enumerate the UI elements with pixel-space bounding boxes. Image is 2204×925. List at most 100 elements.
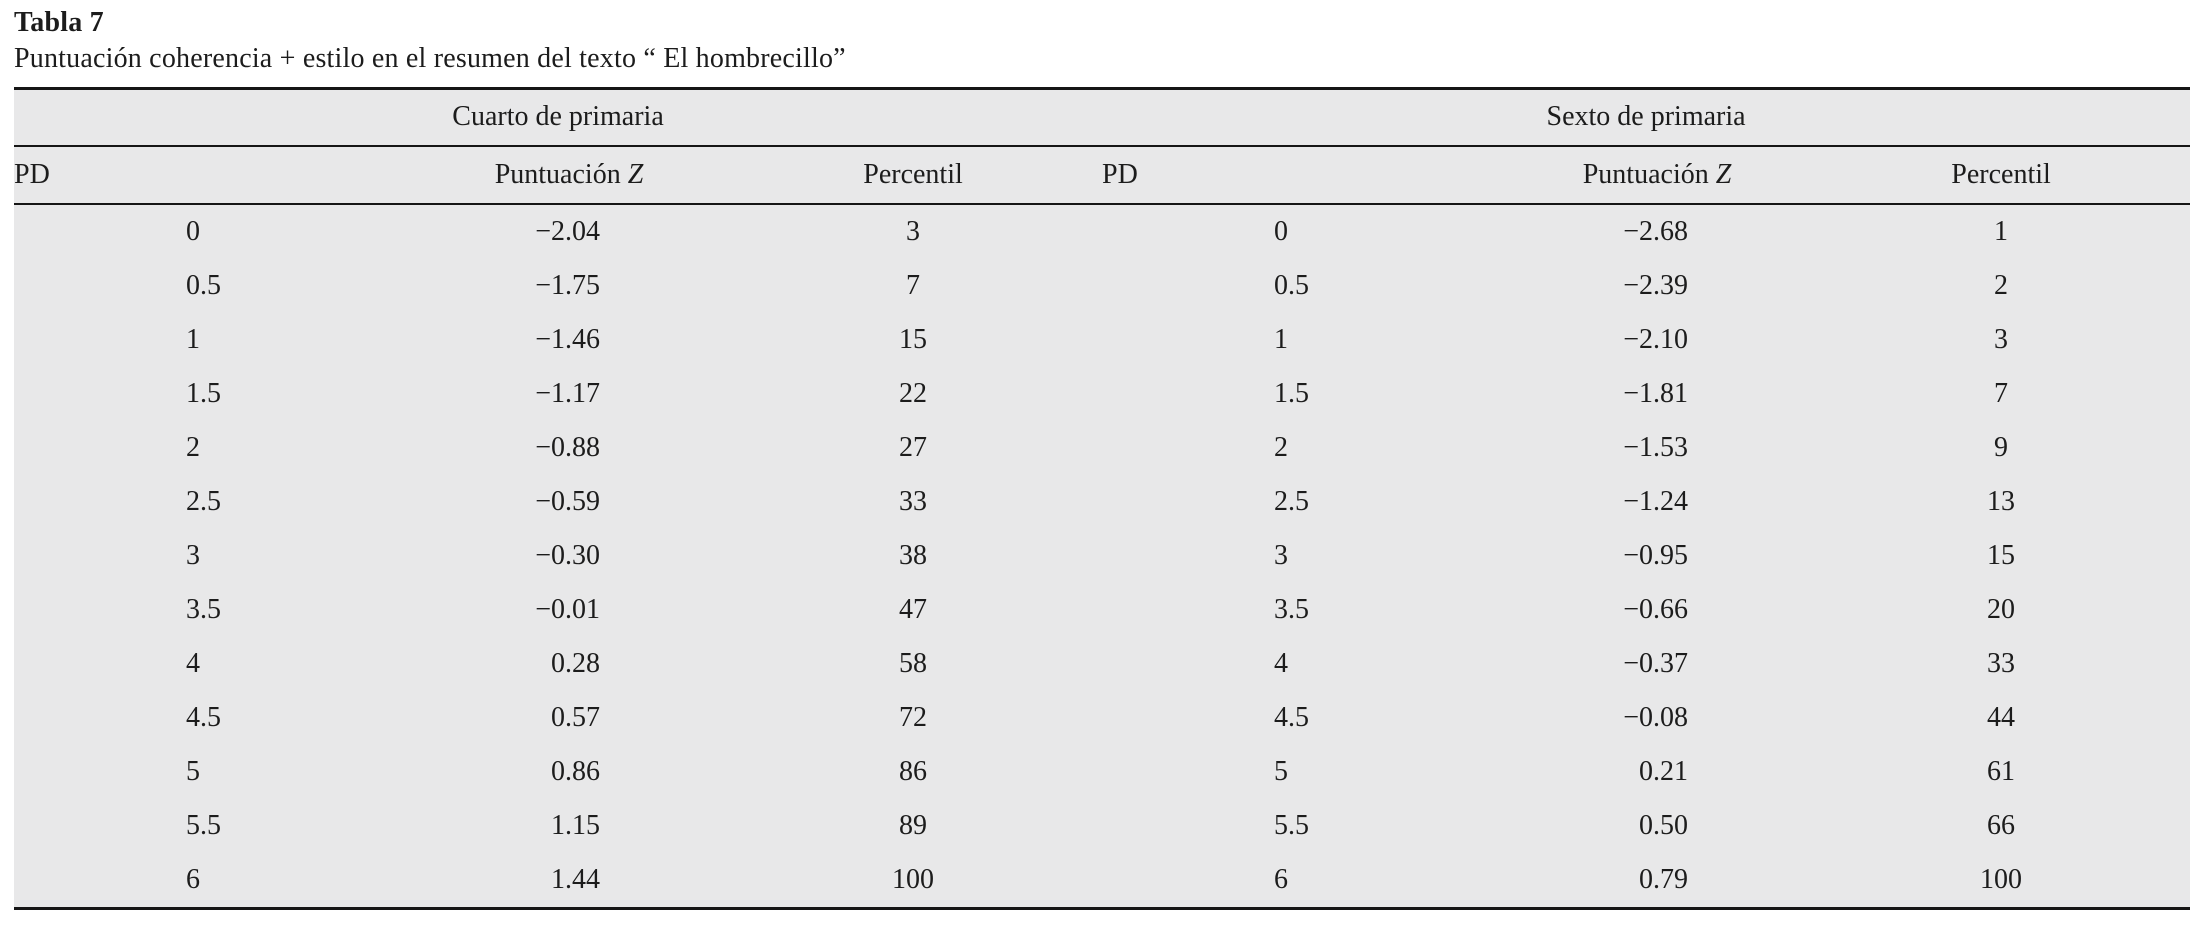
percentil-cell: 7 bbox=[1994, 377, 2009, 409]
percentil-cell: 44 bbox=[1987, 701, 2016, 733]
pd-cell: 1.5 bbox=[1274, 377, 1310, 409]
z-symbol: Z bbox=[1715, 158, 1732, 190]
pd-cell: 2.5 bbox=[1274, 485, 1310, 517]
percentil-cell: 15 bbox=[1987, 539, 2016, 571]
percentil-cell: 22 bbox=[899, 377, 928, 409]
z-score-cell: 0.21 bbox=[1639, 755, 1689, 787]
percentil-cell: 100 bbox=[1980, 863, 2023, 895]
table-number-title: Tabla 7 bbox=[14, 7, 104, 38]
percentil-cell: 58 bbox=[899, 647, 928, 679]
percentil-cell: 86 bbox=[899, 755, 928, 787]
pd-cell: 5.5 bbox=[1274, 809, 1310, 841]
table-body: 0 −2.04 3 0 −2.68 1 0.5 −1.75 7 0.5 −2.39 2 1 −1.46 15… bbox=[14, 204, 2190, 909]
percentil-cell: 1 bbox=[1994, 215, 2009, 247]
pd-cell: 0.5 bbox=[1274, 269, 1310, 301]
percentil-cell: 2 bbox=[1994, 269, 2009, 301]
percentil-cell: 66 bbox=[1987, 809, 2016, 841]
pd-cell: 3.5 bbox=[186, 593, 221, 625]
percentil-cell: 33 bbox=[1987, 647, 2016, 679]
group-header-cuarto: Cuarto de primaria bbox=[14, 88, 1103, 147]
percentil-cell: 3 bbox=[906, 215, 921, 247]
percentil-cell: 27 bbox=[899, 431, 928, 463]
z-score-cell: −1.24 bbox=[1623, 485, 1689, 517]
percentil-cell: 72 bbox=[899, 701, 928, 733]
table-row: 4.5 0.57 72 4.5 −0.08 44 bbox=[14, 691, 2190, 745]
z-score-cell: 0.50 bbox=[1639, 809, 1689, 841]
col-header-z-cuarto: Puntuación Z bbox=[414, 145, 724, 205]
z-score-cell: 0.79 bbox=[1639, 863, 1689, 895]
percentil-cell: 61 bbox=[1987, 755, 2016, 787]
table-row: 3.5 −0.01 47 3.5 −0.66 20 bbox=[14, 583, 2190, 637]
percentil-cell: 3 bbox=[1994, 323, 2009, 355]
pd-cell: 4 bbox=[186, 647, 200, 679]
z-score-cell: 1.44 bbox=[551, 863, 600, 895]
pd-cell: 1 bbox=[1274, 323, 1289, 355]
table-caption: Puntuación coherencia + estilo en el res… bbox=[14, 43, 846, 75]
z-score-cell: 1.15 bbox=[551, 809, 600, 841]
table-row: 4 0.28 58 4 −0.37 33 bbox=[14, 637, 2190, 691]
z-header-text: Puntuación bbox=[1582, 158, 1716, 190]
z-score-cell: −2.68 bbox=[1623, 215, 1689, 247]
z-symbol: Z bbox=[627, 158, 644, 190]
z-score-cell: −0.08 bbox=[1623, 701, 1689, 733]
percentil-cell: 7 bbox=[906, 269, 921, 301]
pd-cell: 0 bbox=[186, 215, 200, 247]
norms-table: Cuarto de primaria Sexto de primaria PD … bbox=[14, 86, 2191, 910]
col-header-percentil-sexto: Percentil bbox=[1812, 145, 2191, 205]
group-header-row: Cuarto de primaria Sexto de primaria bbox=[14, 88, 2191, 147]
col-header-percentil-cuarto: Percentil bbox=[724, 145, 1103, 205]
pd-cell: 0.5 bbox=[186, 269, 221, 301]
table-row: 1.5 −1.17 22 1.5 −1.81 7 bbox=[14, 367, 2190, 421]
z-score-cell: −2.10 bbox=[1623, 323, 1689, 355]
table-row: 6 1.44 100 6 0.79 100 bbox=[14, 853, 2190, 909]
z-score-cell: −0.37 bbox=[1623, 647, 1689, 679]
pd-cell: 5 bbox=[1274, 755, 1289, 787]
pd-cell: 6 bbox=[186, 863, 200, 895]
pd-cell: 1.5 bbox=[186, 377, 221, 409]
z-score-cell: −1.53 bbox=[1623, 431, 1689, 463]
pd-cell: 4.5 bbox=[186, 701, 221, 733]
table-row: 3 −0.30 38 3 −0.95 15 bbox=[14, 529, 2190, 583]
pd-cell: 3 bbox=[186, 539, 200, 571]
pd-cell: 4.5 bbox=[1274, 701, 1310, 733]
z-score-cell: −1.81 bbox=[1623, 377, 1689, 409]
pd-cell: 2.5 bbox=[186, 485, 221, 517]
z-score-cell: −0.66 bbox=[1623, 593, 1689, 625]
group-header-sexto: Sexto de primaria bbox=[1102, 88, 2191, 147]
pd-cell: 4 bbox=[1274, 647, 1289, 679]
table-row: 1 −1.46 15 1 −2.10 3 bbox=[14, 313, 2190, 367]
percentil-cell: 100 bbox=[892, 863, 935, 895]
pd-cell: 1 bbox=[186, 323, 200, 355]
pd-cell: 3.5 bbox=[1274, 593, 1310, 625]
z-score-cell: −0.88 bbox=[535, 431, 600, 463]
table-row: 5.5 1.15 89 5.5 0.50 66 bbox=[14, 799, 2190, 853]
percentil-cell: 47 bbox=[899, 593, 928, 625]
percentil-cell: 13 bbox=[1987, 485, 2016, 517]
percentil-cell: 20 bbox=[1987, 593, 2016, 625]
z-score-cell: −1.75 bbox=[535, 269, 600, 301]
col-header-pd-sexto: PD bbox=[1102, 145, 1503, 205]
pd-cell: 2 bbox=[186, 431, 200, 463]
z-score-cell: −0.30 bbox=[535, 539, 600, 571]
z-score-cell: −0.59 bbox=[535, 485, 600, 517]
table-row: 0 −2.04 3 0 −2.68 1 bbox=[14, 204, 2190, 259]
percentil-cell: 38 bbox=[899, 539, 928, 571]
pd-cell: 3 bbox=[1274, 539, 1289, 571]
z-score-cell: −0.01 bbox=[535, 593, 600, 625]
table-row: 2.5 −0.59 33 2.5 −1.24 13 bbox=[14, 475, 2190, 529]
pd-cell: 6 bbox=[1274, 863, 1289, 895]
z-score-cell: −0.95 bbox=[1623, 539, 1689, 571]
pd-cell: 5.5 bbox=[186, 809, 221, 841]
percentil-cell: 9 bbox=[1994, 431, 2009, 463]
percentil-cell: 15 bbox=[899, 323, 928, 355]
col-header-pd-cuarto: PD bbox=[14, 145, 414, 205]
col-header-z-sexto: Puntuación Z bbox=[1502, 145, 1813, 205]
table-row: 0.5 −1.75 7 0.5 −2.39 2 bbox=[14, 259, 2190, 313]
column-header-row: PD Puntuación Z Percentil PD Puntuación … bbox=[14, 145, 2191, 205]
percentil-cell: 33 bbox=[899, 485, 928, 517]
z-score-cell: 0.28 bbox=[551, 647, 600, 679]
pd-cell: 0 bbox=[1274, 215, 1289, 247]
percentil-cell: 89 bbox=[899, 809, 928, 841]
pd-cell: 5 bbox=[186, 755, 200, 787]
